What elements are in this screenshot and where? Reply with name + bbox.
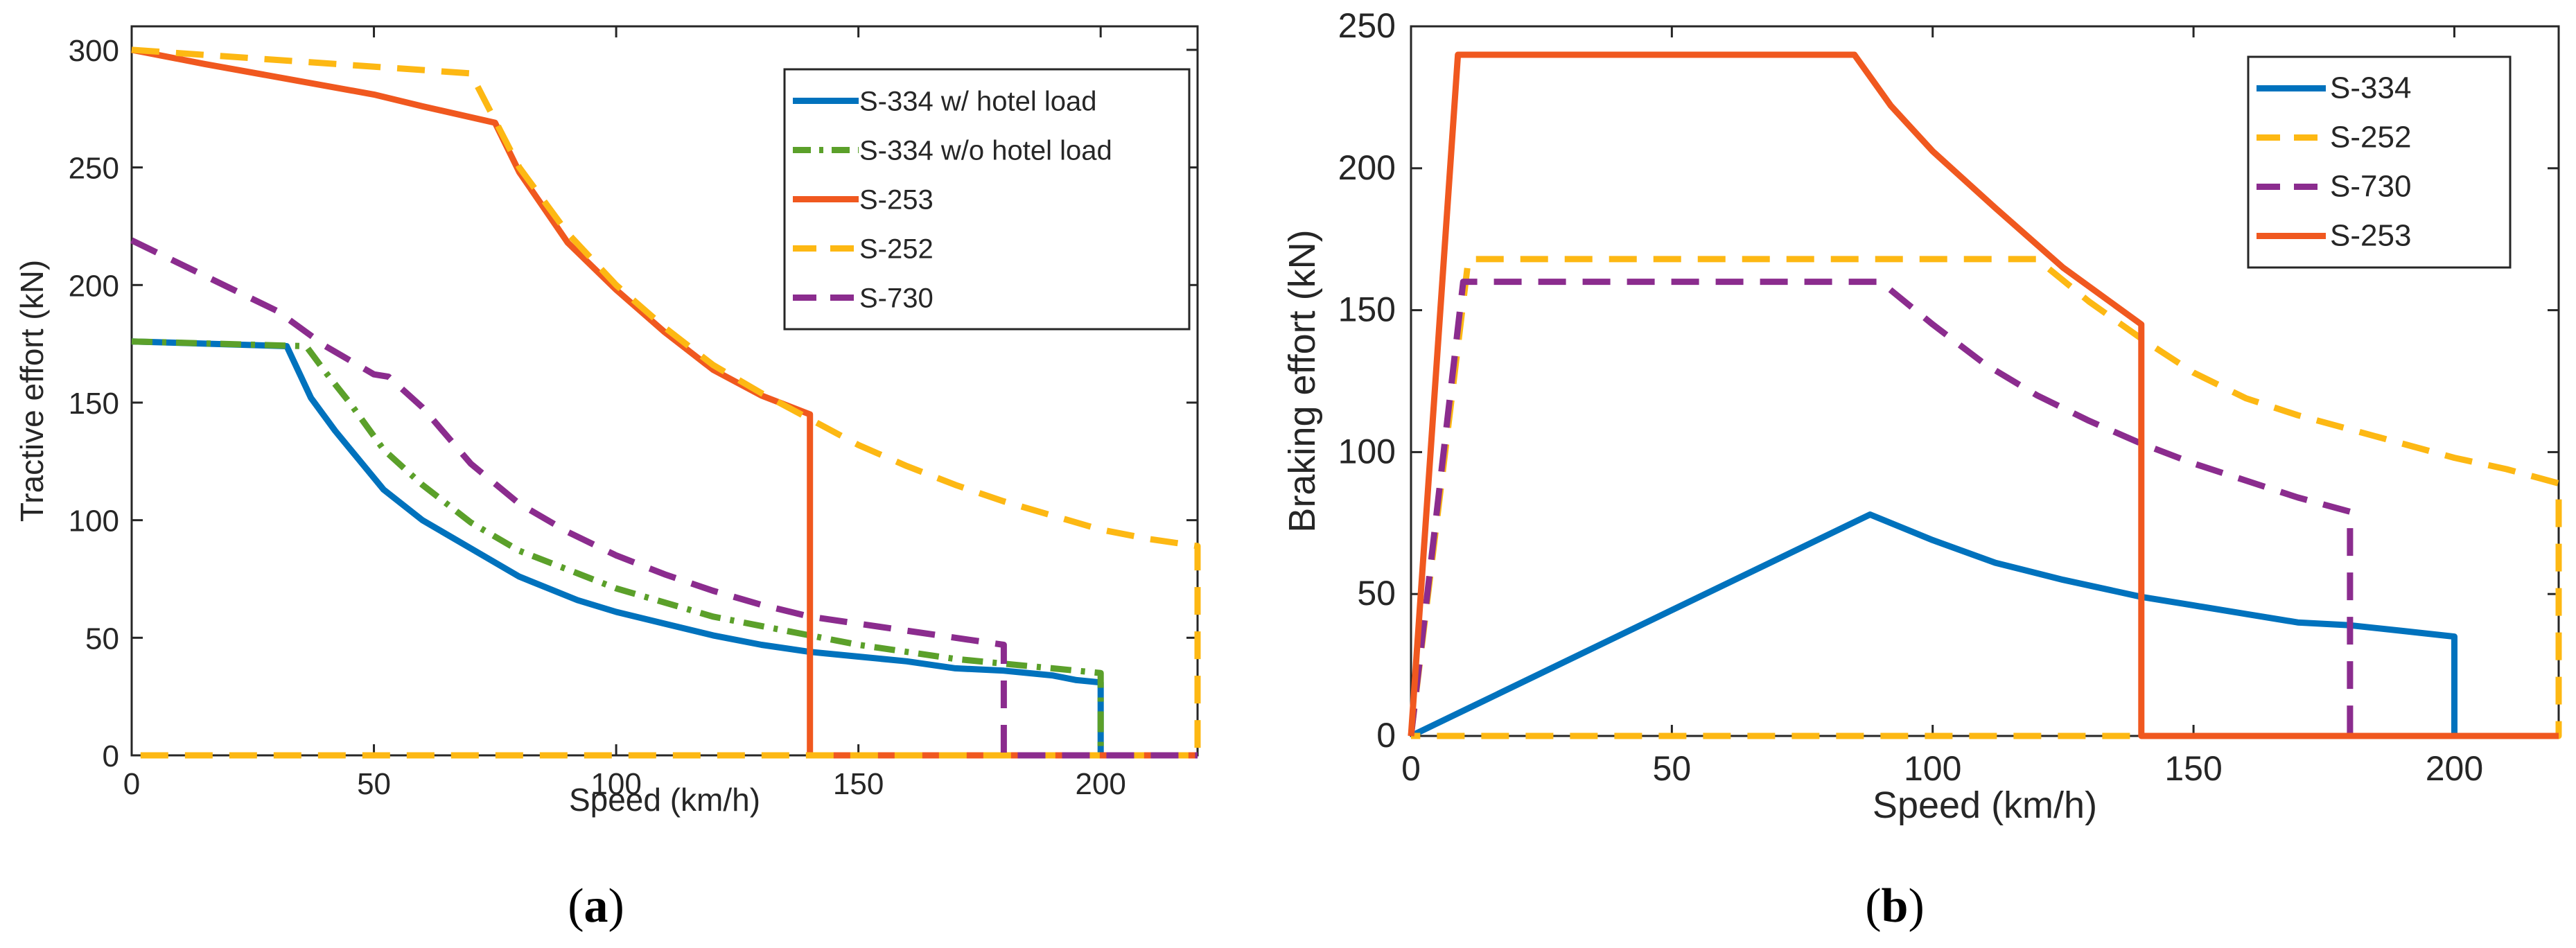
y-tick-label: 200 xyxy=(69,269,119,303)
y-tick-label: 0 xyxy=(1376,716,1396,755)
y-tick-label: 250 xyxy=(1338,6,1396,45)
legend-label: S-253 xyxy=(2330,219,2411,253)
series-line-s-334-w-hotel-load xyxy=(131,338,1104,755)
series-line-s-730 xyxy=(130,237,1198,759)
y-tick-label: 250 xyxy=(69,152,119,186)
y-tick-label: 200 xyxy=(1338,148,1396,187)
x-axis-label: Speed (km/h) xyxy=(569,782,760,818)
legend-label: S-252 xyxy=(859,234,934,265)
y-tick-label: 0 xyxy=(103,739,119,773)
legend-label: S-334 w/ hotel load xyxy=(859,87,1096,117)
y-axis-label: Braking effort (kN) xyxy=(1281,229,1323,532)
y-tick-label: 50 xyxy=(1357,574,1396,613)
chart-panel-a: 0 50 100 150 200 0 50 100 150 200 250 300 Speed (km/… xyxy=(14,25,1201,933)
axes-box xyxy=(130,25,1199,757)
x-axis-label: Speed (km/h) xyxy=(1873,784,2097,826)
legend-label: S-334 xyxy=(2330,71,2411,105)
x-tick-label: 150 xyxy=(833,767,884,801)
legend-label: S-730 xyxy=(859,283,934,314)
x-tick-label: 0 xyxy=(1401,749,1421,788)
panel-caption: (b) xyxy=(1865,879,1925,933)
legend-box xyxy=(2247,55,2512,269)
legend-label: S-253 xyxy=(859,185,934,216)
legend: S-334 S-252 S-730 S-253 xyxy=(2247,55,2512,269)
y-axis-label: Tractive effort (kN) xyxy=(14,260,50,522)
series-line-s-253 xyxy=(1408,51,2559,739)
panel-caption: (a) xyxy=(568,879,624,933)
legend: S-334 w/ hotel load S-334 w/o hotel load S… xyxy=(783,68,1191,331)
legend-label: S-334 w/o hotel load xyxy=(859,136,1112,166)
y-tick-label: 150 xyxy=(69,387,119,421)
series-line-s-252 xyxy=(131,46,1201,759)
x-tick-label: 50 xyxy=(357,767,391,801)
series-line-s-334 xyxy=(1410,511,2559,739)
y-tick-label: 100 xyxy=(1338,432,1396,471)
x-tick-label: 50 xyxy=(1653,749,1692,788)
legend-label: S-730 xyxy=(2330,170,2411,204)
chart-panel-b: 0 50 100 150 200 0 50 100 150 200 250 Speed (km/h) B… xyxy=(1281,6,2562,933)
legend-label: S-252 xyxy=(2330,121,2411,155)
x-tick-label: 100 xyxy=(1904,749,1961,788)
x-tick-label: 200 xyxy=(1075,767,1125,801)
x-tick-label: 200 xyxy=(2426,749,2483,788)
x-tick-label: 100 xyxy=(590,767,641,801)
y-tick-label: 300 xyxy=(69,34,119,68)
y-tick-label: 100 xyxy=(69,504,119,538)
y-tick-label: 150 xyxy=(1338,290,1396,329)
x-tick-label: 150 xyxy=(2164,749,2222,788)
series-line-s-252 xyxy=(1408,256,2562,739)
x-tick-label: 0 xyxy=(123,767,140,801)
series-line-s-730 xyxy=(1408,279,2354,737)
y-tick-label: 50 xyxy=(85,622,119,656)
series-line-s-334-w-o-hotel-load xyxy=(131,338,1104,755)
